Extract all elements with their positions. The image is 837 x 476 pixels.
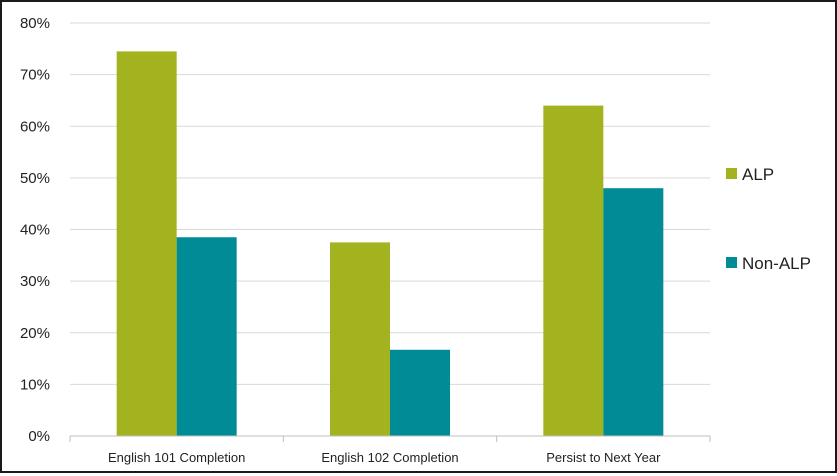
y-tick-label: 40%	[20, 222, 50, 239]
y-tick-label: 10%	[20, 376, 50, 393]
x-tick-label: English 101 Completion	[108, 450, 245, 465]
bar-non-alp-1	[176, 237, 237, 436]
y-tick-label: 20%	[20, 325, 50, 342]
bar-alp-1	[116, 51, 177, 437]
legend-label: Non-ALP	[742, 254, 811, 273]
y-tick-label: 0%	[28, 428, 50, 445]
y-tick-label: 60%	[20, 118, 50, 135]
x-axis-ticks: English 101 Completion English 102 Comple…	[108, 450, 661, 465]
bar-alp-2	[330, 242, 390, 436]
y-tick-label: 50%	[20, 170, 50, 187]
legend-swatch	[726, 257, 737, 268]
y-tick-label: 70%	[20, 67, 50, 84]
bar-alp-3	[543, 105, 604, 436]
legend: ALP Non-ALP	[726, 165, 811, 273]
x-tick-label: English 102 Completion	[321, 450, 458, 465]
x-tick-label: Persist to Next Year	[546, 450, 661, 465]
legend-swatch	[726, 168, 737, 179]
y-tick-label: 30%	[20, 273, 50, 290]
y-axis-ticks: 0% 10% 20% 30% 40% 50% 60% 70% 80%	[20, 15, 50, 445]
bar-non-alp-3	[603, 188, 664, 436]
y-tick-label: 80%	[20, 15, 50, 32]
bar-non-alp-2	[390, 349, 450, 436]
bars	[116, 51, 664, 437]
x-axis	[69, 435, 711, 442]
legend-label: ALP	[742, 165, 774, 184]
